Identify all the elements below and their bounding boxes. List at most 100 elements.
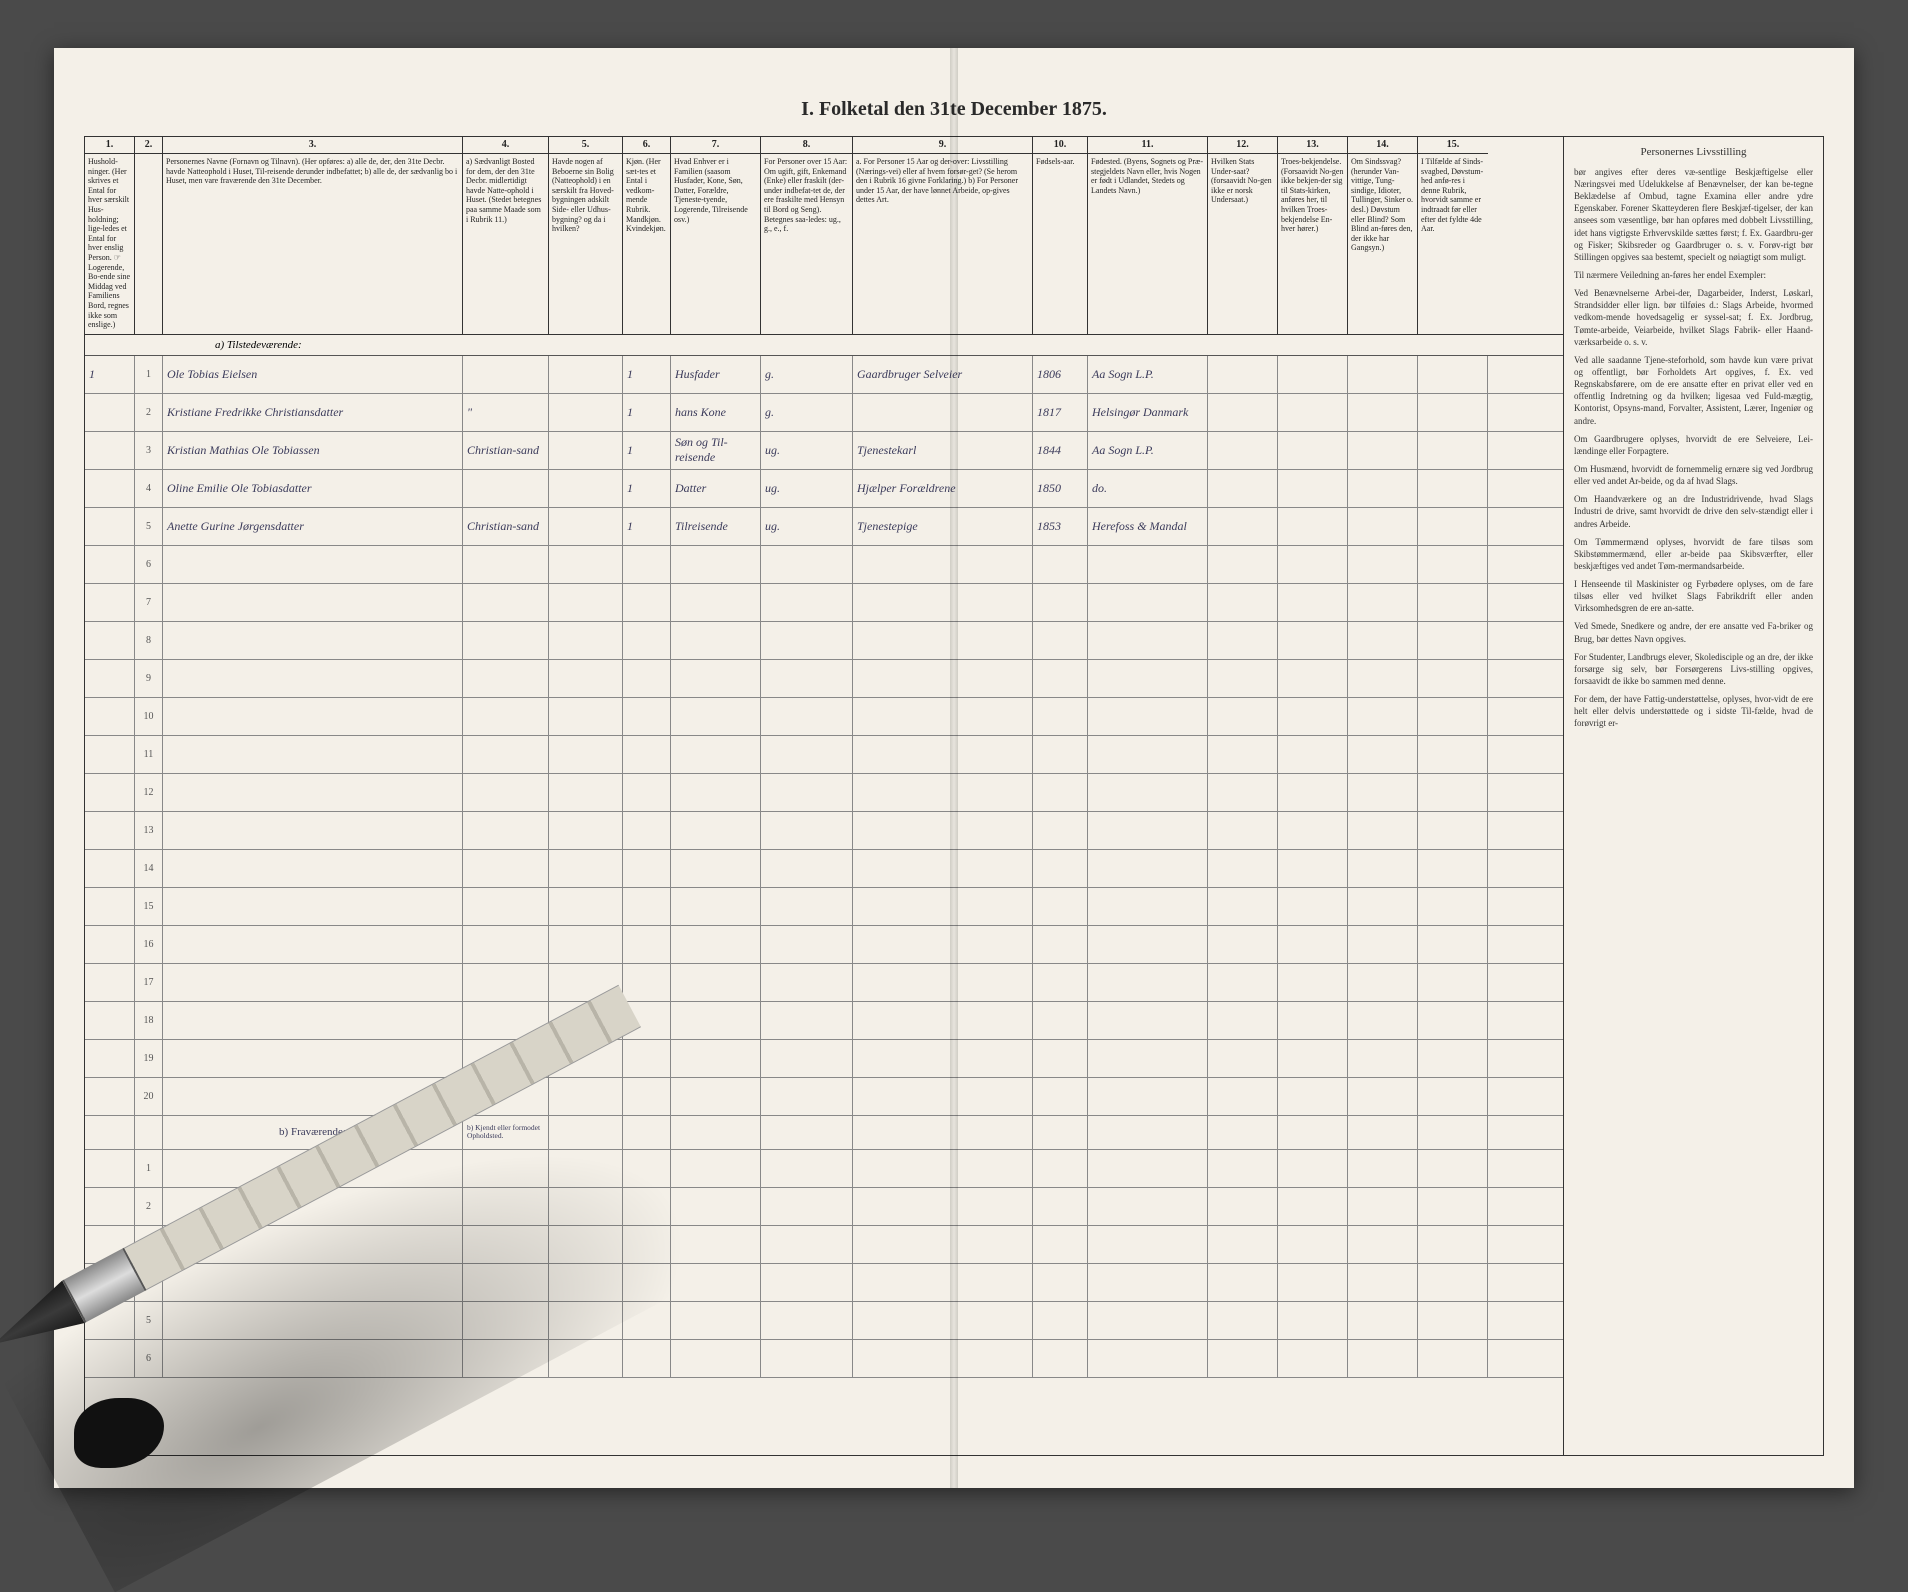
occupation-cell: Gaardbruger Selveier <box>853 356 1033 393</box>
table-row: 16 <box>85 926 1563 964</box>
disability-age-cell <box>1418 508 1488 545</box>
col-number: 7. <box>671 137 760 154</box>
disability-cell <box>1348 1188 1418 1225</box>
religion-cell <box>1278 660 1348 697</box>
religion-cell <box>1278 1040 1348 1077</box>
household-cell <box>85 1078 135 1115</box>
row-number: 2 <box>135 394 163 431</box>
nationality-cell <box>1208 1226 1278 1263</box>
family-role-cell <box>671 1002 761 1039</box>
book-spine <box>950 48 958 1488</box>
sex-cell <box>623 736 671 773</box>
occupation-cell <box>853 1002 1033 1039</box>
col-header-text: For Personer over 15 Aar: Om ugift, gift… <box>764 157 849 234</box>
birth-year-cell <box>1033 736 1088 773</box>
col-number: 9. <box>853 137 1032 154</box>
col-header-text: Om Sindssvag? (herunder Van-vittige, Tun… <box>1351 157 1414 253</box>
instruction-paragraph: Ved Smede, Snedkere og andre, der ere an… <box>1574 620 1813 644</box>
table-row: 5 <box>85 1302 1563 1340</box>
religion-cell <box>1278 1264 1348 1301</box>
occupation-cell: Hjælper Forældrene <box>853 470 1033 507</box>
residence-cell <box>463 774 549 811</box>
birth-year-cell <box>1033 1340 1088 1377</box>
religion-cell <box>1278 622 1348 659</box>
residence-cell: Christian-sand <box>463 432 549 469</box>
birthplace-cell <box>1088 1226 1208 1263</box>
occupation-cell <box>853 774 1033 811</box>
row-number: 8 <box>135 622 163 659</box>
disability-age-cell <box>1418 394 1488 431</box>
birth-year-cell <box>1033 1040 1088 1077</box>
birth-year-cell <box>1033 1150 1088 1187</box>
marital-cell <box>761 850 853 887</box>
sex-cell: 1 <box>623 432 671 469</box>
birth-year-cell <box>1033 850 1088 887</box>
disability-cell <box>1348 508 1418 545</box>
marital-cell <box>761 584 853 621</box>
outbuilding-cell <box>549 584 623 621</box>
occupation-cell <box>853 1264 1033 1301</box>
household-cell <box>85 926 135 963</box>
birth-year-cell: 1850 <box>1033 470 1088 507</box>
birth-year-cell: 1844 <box>1033 432 1088 469</box>
disability-cell <box>1348 1264 1418 1301</box>
household-cell <box>85 622 135 659</box>
disability-age-cell <box>1418 964 1488 1001</box>
outbuilding-cell <box>549 356 623 393</box>
table-row: 13 <box>85 812 1563 850</box>
marital-cell <box>761 1078 853 1115</box>
birthplace-cell <box>1088 888 1208 925</box>
household-cell <box>85 508 135 545</box>
table-row: 3Kristian Mathias Ole TobiassenChristian… <box>85 432 1563 470</box>
nationality-cell <box>1208 1002 1278 1039</box>
disability-cell <box>1348 356 1418 393</box>
household-cell <box>85 584 135 621</box>
occupation-cell: Tjenestekarl <box>853 432 1033 469</box>
disability-cell <box>1348 622 1418 659</box>
residence-cell <box>463 964 549 1001</box>
occupation-cell <box>853 1040 1033 1077</box>
name-cell <box>163 1302 463 1339</box>
birthplace-cell <box>1088 1188 1208 1225</box>
birth-year-cell <box>1033 774 1088 811</box>
body-rows: a) Tilstedeværende: 11Ole Tobias Eielsen… <box>85 335 1563 1455</box>
col-header-text: I Tilfælde af Sinds-svagbed, Døvstum-hed… <box>1421 157 1485 234</box>
name-cell: Anette Gurine Jørgensdatter <box>163 508 463 545</box>
birth-year-cell <box>1033 812 1088 849</box>
birthplace-cell <box>1088 1150 1208 1187</box>
sex-cell: 1 <box>623 470 671 507</box>
disability-cell <box>1348 1150 1418 1187</box>
marital-cell <box>761 774 853 811</box>
birth-year-cell <box>1033 1002 1088 1039</box>
table-row: 15 <box>85 888 1563 926</box>
row-number: 3 <box>135 432 163 469</box>
birthplace-cell <box>1088 1002 1208 1039</box>
col-number: 2. <box>135 137 162 154</box>
instruction-paragraph: Til nærmere Veiledning an-føres her ende… <box>1574 269 1813 281</box>
residence-cell: " <box>463 394 549 431</box>
marital-cell <box>761 546 853 583</box>
religion-cell <box>1278 1002 1348 1039</box>
row-number: 5 <box>135 508 163 545</box>
sex-cell <box>623 1188 671 1225</box>
row-number: 6 <box>135 1340 163 1377</box>
family-role-cell <box>671 584 761 621</box>
name-cell <box>163 1040 463 1077</box>
residence-cell <box>463 850 549 887</box>
family-role-cell <box>671 1226 761 1263</box>
header-col-13: 13.Troes-bekjendelse. (Forsaavidt No-gen… <box>1278 137 1348 334</box>
religion-cell <box>1278 470 1348 507</box>
occupation-cell <box>853 1078 1033 1115</box>
disability-cell <box>1348 888 1418 925</box>
disability-cell <box>1348 546 1418 583</box>
birthplace-cell <box>1088 850 1208 887</box>
marital-cell: g. <box>761 356 853 393</box>
outbuilding-cell <box>549 698 623 735</box>
marital-cell <box>761 622 853 659</box>
outbuilding-cell <box>549 470 623 507</box>
birthplace-cell: do. <box>1088 470 1208 507</box>
family-role-cell <box>671 622 761 659</box>
disability-age-cell <box>1418 470 1488 507</box>
household-cell <box>85 850 135 887</box>
nationality-cell <box>1208 660 1278 697</box>
